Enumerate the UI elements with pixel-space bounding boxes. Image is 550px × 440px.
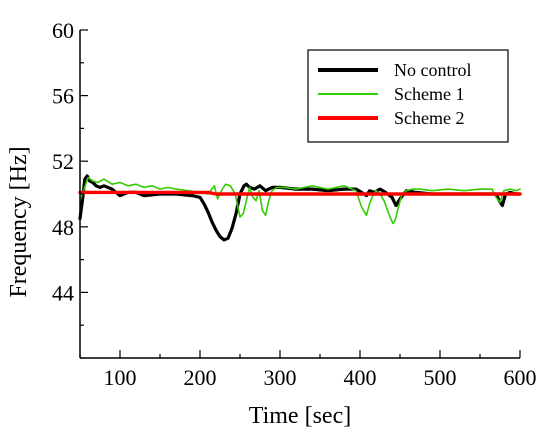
y-axis-title: Frequency [Hz] [6, 146, 32, 297]
legend-box [307, 49, 509, 143]
series-line-no-control [78, 174, 522, 242]
x-tick-label: 300 [264, 365, 297, 390]
series-line-scheme-2 [78, 190, 522, 196]
y-tick-label: 48 [52, 215, 74, 240]
y-tick-label: 56 [52, 84, 74, 109]
series-line-scheme-1 [79, 176, 521, 225]
legend-label-scheme-1: Scheme 1 [394, 84, 464, 104]
x-tick-label: 500 [424, 365, 457, 390]
legend-label-scheme-2: Scheme 2 [394, 108, 464, 128]
x-tick-label: 600 [504, 365, 537, 390]
y-tick-label: 60 [52, 18, 74, 43]
x-tick-label: 100 [104, 365, 137, 390]
y-tick-label: 44 [52, 280, 74, 305]
axes-layer: 44 48 52 56 60 100 200 300 400 500 600 [52, 18, 537, 390]
x-tick-label: 400 [344, 365, 377, 390]
series-layer [78, 174, 522, 242]
x-tick-label: 200 [184, 365, 217, 390]
legend: No control Scheme 1 Scheme 2 [307, 49, 509, 143]
y-tick-label: 52 [52, 149, 74, 174]
legend-label-no-control: No control [394, 60, 471, 80]
x-axis-title: Time [sec] [249, 403, 351, 429]
